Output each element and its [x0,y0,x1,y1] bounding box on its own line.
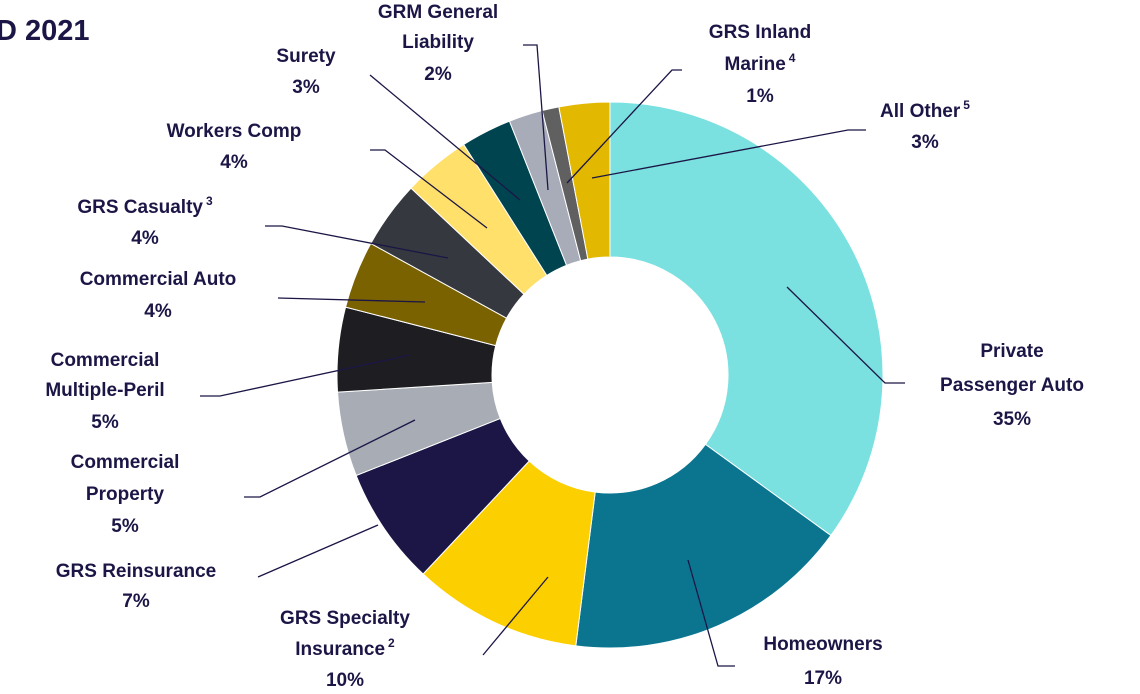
leader-line [277,297,426,303]
slice-label: Private Passenger Auto 35% [940,341,1084,430]
footnote: 3 [206,194,213,208]
label-line: Passenger Auto [940,375,1084,396]
label-line: Commercial [71,452,180,473]
leader-line [370,149,488,229]
label-line: GRS Specialty [280,608,410,629]
label-line: Private [980,341,1043,362]
slice-label: Homeowners 17% [763,634,882,689]
value-label: 5% [91,412,119,433]
slice-label: Surety 3% [276,46,336,98]
label-line: Multiple-Peril [45,380,164,401]
label-line: All Other [880,101,961,122]
value-label: 4% [220,152,248,173]
value-label: 2% [424,64,452,85]
value-label: 10% [326,670,364,691]
slice-label: GRS Specialty Insurance 2 10% [280,608,410,691]
leader-line [687,559,735,667]
leader-line [523,44,549,191]
leader-line [369,74,521,201]
slice-label: Workers Comp 4% [167,121,302,173]
label-line: Insurance [295,639,385,660]
label-line: Marine [725,54,786,75]
label-line: Commercial [51,350,160,371]
value-label: 35% [993,409,1031,430]
slice-label: Commercial Property 5% [71,452,180,537]
slice-label: Commercial Multiple-Peril 5% [45,350,164,433]
slice-label: Commercial Auto 4% [80,269,237,322]
label-line: GRM General [378,2,498,23]
label-line: GRS Inland [709,22,811,43]
chart-title: D 2021 [0,15,90,47]
leader-line [591,129,866,179]
label-line: Liability [402,32,474,53]
value-label: 3% [911,132,939,153]
leader-line [244,419,416,498]
footnote: 2 [388,636,395,650]
leader-line [566,69,682,184]
value-label: 4% [144,301,172,322]
slice-label: All Other 5 3% [880,98,970,153]
value-label: 5% [111,516,139,537]
footnote: 5 [963,98,970,112]
label-line: GRS Casualty [77,197,203,218]
footnote: 4 [789,51,796,65]
label-line: Surety [276,46,336,67]
value-label: 3% [292,77,320,98]
slice [558,101,611,260]
slice [575,443,832,649]
value-label: 1% [746,86,774,107]
slice-label: GRS Reinsurance 7% [56,561,217,612]
label-line: Homeowners [763,634,882,655]
leader-line [786,286,905,384]
leader-line [257,524,379,578]
slice-label: GRS Inland Marine 4 1% [709,22,811,107]
leader-line [482,576,549,656]
leader-line [265,225,449,259]
leader-line [200,354,411,397]
label-line: GRS Reinsurance [56,561,217,582]
value-label: 17% [804,668,842,689]
label-line: Workers Comp [167,121,302,142]
slice-label: GRS Casualty 3 4% [77,194,213,249]
slice-label: GRM General Liability 2% [378,2,498,85]
label-line: Commercial Auto [80,269,237,290]
value-label: 4% [131,228,159,249]
label-line: Property [86,484,165,505]
value-label: 7% [122,591,150,612]
slice [609,101,884,537]
